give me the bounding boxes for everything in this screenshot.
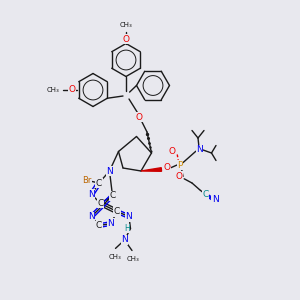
Text: C: C <box>96 221 102 230</box>
Text: N: N <box>108 219 114 228</box>
Text: C: C <box>202 190 208 199</box>
Text: H: H <box>124 224 130 233</box>
Text: O: O <box>163 164 170 172</box>
Text: CH₃: CH₃ <box>47 87 59 93</box>
Text: N: N <box>106 167 113 176</box>
Text: Br: Br <box>82 176 92 185</box>
Text: O: O <box>122 34 130 43</box>
Text: C: C <box>110 191 116 200</box>
Text: CH₃: CH₃ <box>126 256 139 262</box>
Text: N: N <box>196 146 203 154</box>
Text: N: N <box>88 190 95 199</box>
Text: O: O <box>168 147 175 156</box>
Text: N: N <box>88 212 95 221</box>
Text: N: N <box>212 195 219 204</box>
Text: C: C <box>114 207 120 216</box>
Text: C: C <box>96 178 102 188</box>
Text: O: O <box>68 85 76 94</box>
Text: P: P <box>177 160 183 169</box>
Text: N: N <box>106 167 113 176</box>
Text: N: N <box>126 212 132 221</box>
Text: O: O <box>136 112 143 122</box>
Text: O: O <box>176 172 183 181</box>
Text: C: C <box>98 199 103 208</box>
Text: CH₃: CH₃ <box>120 22 132 28</box>
Text: N: N <box>121 236 128 244</box>
Text: CH₃: CH₃ <box>109 254 121 260</box>
Polygon shape <box>141 168 161 171</box>
